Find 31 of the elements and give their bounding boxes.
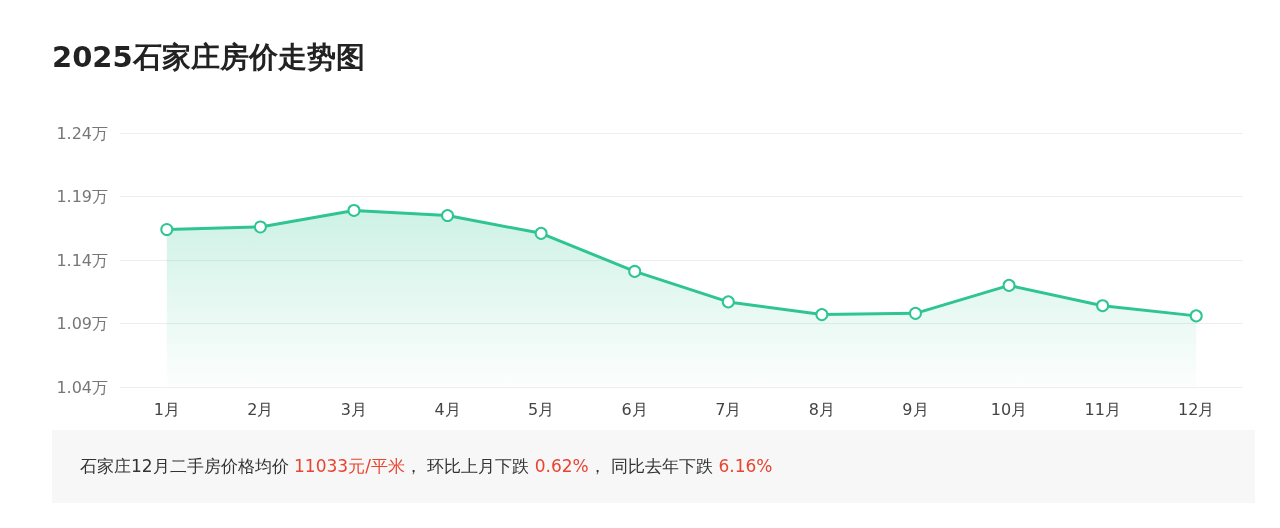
chart-title: 2025石家庄房价走势图 — [52, 39, 365, 76]
point — [347, 203, 361, 217]
x-tick-label: 10月 — [990, 399, 1028, 419]
point — [815, 308, 829, 322]
point — [1096, 299, 1110, 313]
x-tick-label: 9月 — [902, 399, 929, 419]
x-tick-label: 4月 — [434, 399, 461, 419]
point — [1189, 309, 1203, 323]
x-tick-label: 12月 — [1178, 399, 1215, 419]
point — [721, 295, 735, 309]
y-tick-label: 1.19万 — [56, 187, 108, 206]
y-tick-label: 1.24万 — [56, 123, 108, 143]
point — [441, 209, 455, 223]
y-tick-label: 1.09万 — [56, 314, 108, 333]
point — [628, 264, 642, 278]
x-tick-label: 6月 — [621, 399, 648, 419]
point — [1002, 278, 1016, 292]
x-tick-label: 11月 — [1084, 399, 1121, 419]
x-tick-label: 7月 — [715, 399, 742, 419]
text: 石家庄12月二手房价格均价 11033元/平米， 环比上月下跌 0.62%， 同比去年下跌 6.16% — [52, 430, 1255, 503]
x-tick-label: 8月 — [808, 399, 835, 419]
point — [534, 226, 548, 240]
y-tick-label: 1.14万 — [56, 250, 108, 270]
point — [160, 223, 174, 237]
y-tick-label: 1.04万 — [56, 377, 108, 397]
x-tick-label: 2月 — [247, 399, 274, 419]
x-tick-label: 1月 — [153, 399, 180, 419]
x-tick-label: 3月 — [340, 399, 368, 419]
point — [908, 306, 922, 320]
x-tick-label: 5月 — [528, 399, 555, 419]
point — [253, 220, 267, 234]
